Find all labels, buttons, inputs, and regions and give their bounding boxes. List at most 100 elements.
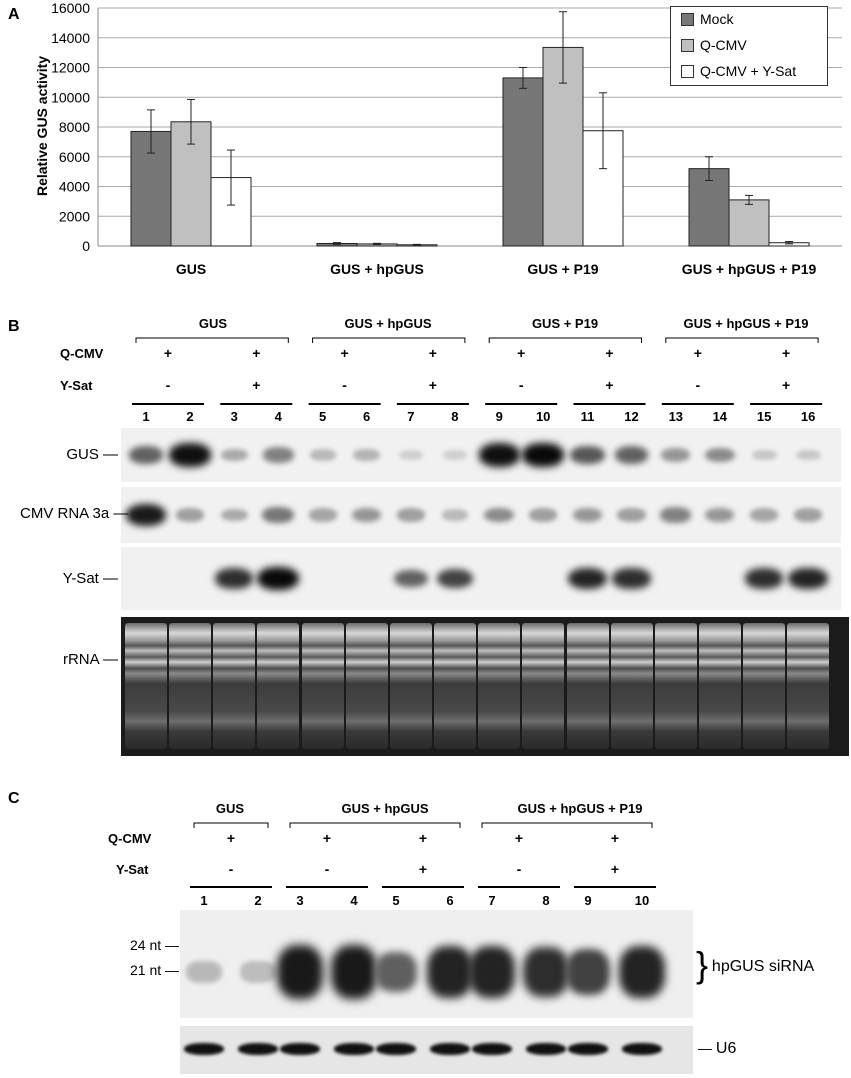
legend-item-qcmv: Q-CMV xyxy=(681,37,747,53)
lane-number: 8 xyxy=(542,893,550,908)
sirna-band xyxy=(240,961,276,983)
blot-band xyxy=(125,503,167,527)
ysat-symbol: + xyxy=(782,377,791,393)
u6-band xyxy=(622,1043,662,1055)
bar xyxy=(688,168,730,247)
sirna-band xyxy=(619,946,665,998)
blot-band xyxy=(522,443,564,467)
qcmv-symbol: + xyxy=(252,345,261,361)
lane-number: 5 xyxy=(392,893,400,908)
rrna-label: rRNA — xyxy=(62,651,118,668)
size-marker-text: 21 nt xyxy=(130,962,162,978)
brace-glyph: } xyxy=(696,944,709,985)
lane-number: 9 xyxy=(495,409,503,424)
x-tick-label: GUS xyxy=(176,261,206,277)
blot-band xyxy=(442,449,468,461)
blot-band xyxy=(257,566,300,591)
lane-number: 7 xyxy=(407,409,415,424)
panel-b-label: B xyxy=(8,318,20,335)
blot-band xyxy=(129,446,163,464)
panel-c-brackets xyxy=(190,822,656,888)
size-marker-24nt: 24 nt — xyxy=(130,937,179,953)
blot-band xyxy=(220,508,249,522)
u6-band xyxy=(430,1043,470,1055)
condition-label-gus-p19: GUS + P19 xyxy=(531,316,599,331)
condition-label-gus: GUS xyxy=(215,801,245,816)
sirna-band xyxy=(523,947,569,997)
ysat-symbol: + xyxy=(428,377,437,393)
panel-a-label: A xyxy=(8,6,20,23)
lane-number: 10 xyxy=(634,893,650,908)
rrna-lane xyxy=(345,623,388,749)
bar xyxy=(502,77,544,247)
lane-number: 8 xyxy=(451,409,459,424)
lane-number: 6 xyxy=(446,893,454,908)
qcmv-symbol: + xyxy=(340,345,349,361)
x-tick-label: GUS + hpGUS xyxy=(330,261,424,277)
y-tick-label: 14000 xyxy=(51,30,90,46)
y-tick-label: 6000 xyxy=(59,149,90,165)
ysat-symbol: - xyxy=(228,861,234,877)
blot-band xyxy=(750,508,779,522)
blot-band xyxy=(484,507,515,523)
lane-number: 10 xyxy=(535,409,551,424)
lane-number: 12 xyxy=(624,409,639,424)
row-label-ysat: Y-Sat xyxy=(116,862,149,877)
condition-bracket xyxy=(488,337,642,343)
blot-band xyxy=(309,449,336,461)
blot-band xyxy=(795,449,821,461)
qcmv-symbol: + xyxy=(782,345,791,361)
blot-band xyxy=(528,508,558,522)
rrna-lane xyxy=(389,623,432,749)
rrna-lane xyxy=(787,623,830,749)
condition-label-gus-hpgus-p19: GUS + hpGUS + P19 xyxy=(683,316,809,331)
y-tick-label: 10000 xyxy=(51,89,90,105)
size-marker-text: 24 nt xyxy=(130,937,162,953)
size-marker-21nt: 21 nt — xyxy=(130,962,179,978)
condition-bracket xyxy=(665,337,819,343)
blot-row-label: GUS — xyxy=(66,446,118,463)
rrna-lane xyxy=(433,623,476,749)
rrna-lane xyxy=(301,623,344,749)
rrna-lane xyxy=(610,623,653,749)
blot-band xyxy=(744,567,784,590)
u6-band xyxy=(184,1043,224,1055)
rrna-lane xyxy=(125,623,167,749)
blot-band xyxy=(567,567,608,590)
lane-number: 4 xyxy=(350,893,358,908)
ysat-symbol: + xyxy=(418,861,428,877)
blot-band xyxy=(612,567,651,590)
blot-band xyxy=(393,569,428,588)
x-tick-label: GUS + P19 xyxy=(527,261,598,277)
blot-band xyxy=(617,508,646,522)
legend-item-qcmv-ysat: Q-CMV + Y-Sat xyxy=(681,63,796,79)
u6-band xyxy=(238,1043,278,1055)
ysat-symbol: - xyxy=(516,861,522,877)
u6-band xyxy=(568,1043,608,1055)
qcmv-symbol: + xyxy=(322,830,332,846)
lane-number: 3 xyxy=(296,893,304,908)
blot-band xyxy=(398,449,424,461)
blot-band xyxy=(396,508,426,522)
ysat-symbol: - xyxy=(518,377,524,393)
y-tick-label: 0 xyxy=(82,238,90,254)
blot-band xyxy=(661,447,691,463)
qcmv-symbol: + xyxy=(428,345,437,361)
ysat-symbol: - xyxy=(324,861,330,877)
blot-band xyxy=(262,506,295,524)
blot-band xyxy=(793,508,823,522)
sirna-band xyxy=(186,961,222,983)
sirna-band xyxy=(375,952,417,992)
rrna-lane xyxy=(478,623,521,749)
rrna-lane xyxy=(566,623,609,749)
sirna-text: hpGUS siRNA xyxy=(711,958,815,975)
u6-label: — U6 xyxy=(698,1040,736,1058)
ysat-symbol: + xyxy=(605,377,614,393)
condition-bracket xyxy=(481,822,653,828)
sirna-band xyxy=(330,945,378,999)
blot-band xyxy=(175,508,205,522)
sirna-band xyxy=(427,946,473,998)
lane-number: 13 xyxy=(668,409,684,424)
lane-number: 2 xyxy=(254,893,262,908)
rrna-lane xyxy=(743,623,786,749)
